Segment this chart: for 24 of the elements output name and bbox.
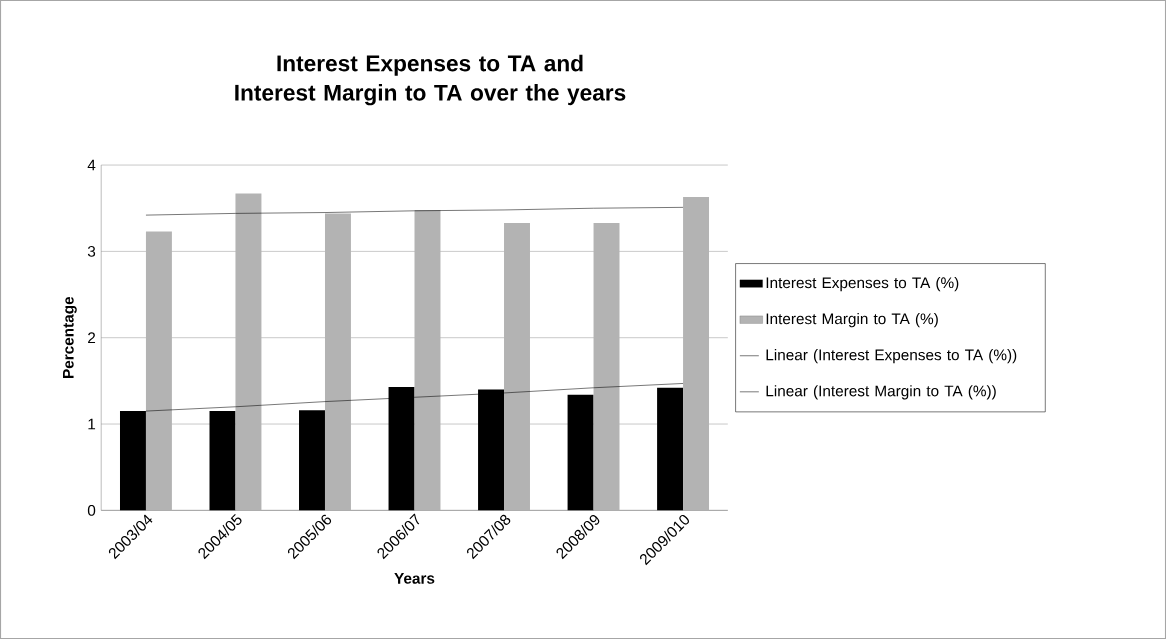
- bar: [567, 394, 594, 511]
- y-tick-label: 3: [87, 245, 96, 257]
- legend-label: Interest Margin to TA (%): [766, 312, 938, 328]
- x-axis-title: Years: [394, 573, 435, 584]
- bar: [593, 222, 620, 511]
- chart-title: Interest Expenses to TA and Interest Margin to TA over the years: [235, 54, 626, 106]
- bar: [683, 196, 710, 511]
- y-tick-label: 4: [87, 159, 96, 171]
- legend-label: Linear (Interest Margin to TA (%)): [766, 385, 996, 400]
- line-series: [145, 207, 684, 216]
- bar: [504, 222, 530, 511]
- legend-label: Interest Expenses to TA (%): [766, 276, 959, 292]
- y-axis-title: Percentage: [63, 296, 77, 379]
- y-tick-label: 2: [88, 332, 96, 344]
- y-tick-label: 1: [88, 418, 96, 430]
- bar: [414, 209, 441, 511]
- bar: [324, 213, 351, 511]
- bar: [145, 231, 172, 511]
- bar: [299, 410, 325, 511]
- legend-label: Linear (Interest Expenses to TA (%)): [766, 349, 1017, 364]
- bar: [235, 193, 262, 511]
- bar: [657, 387, 684, 511]
- y-tick-label: 0: [87, 504, 96, 516]
- bar: [209, 411, 236, 511]
